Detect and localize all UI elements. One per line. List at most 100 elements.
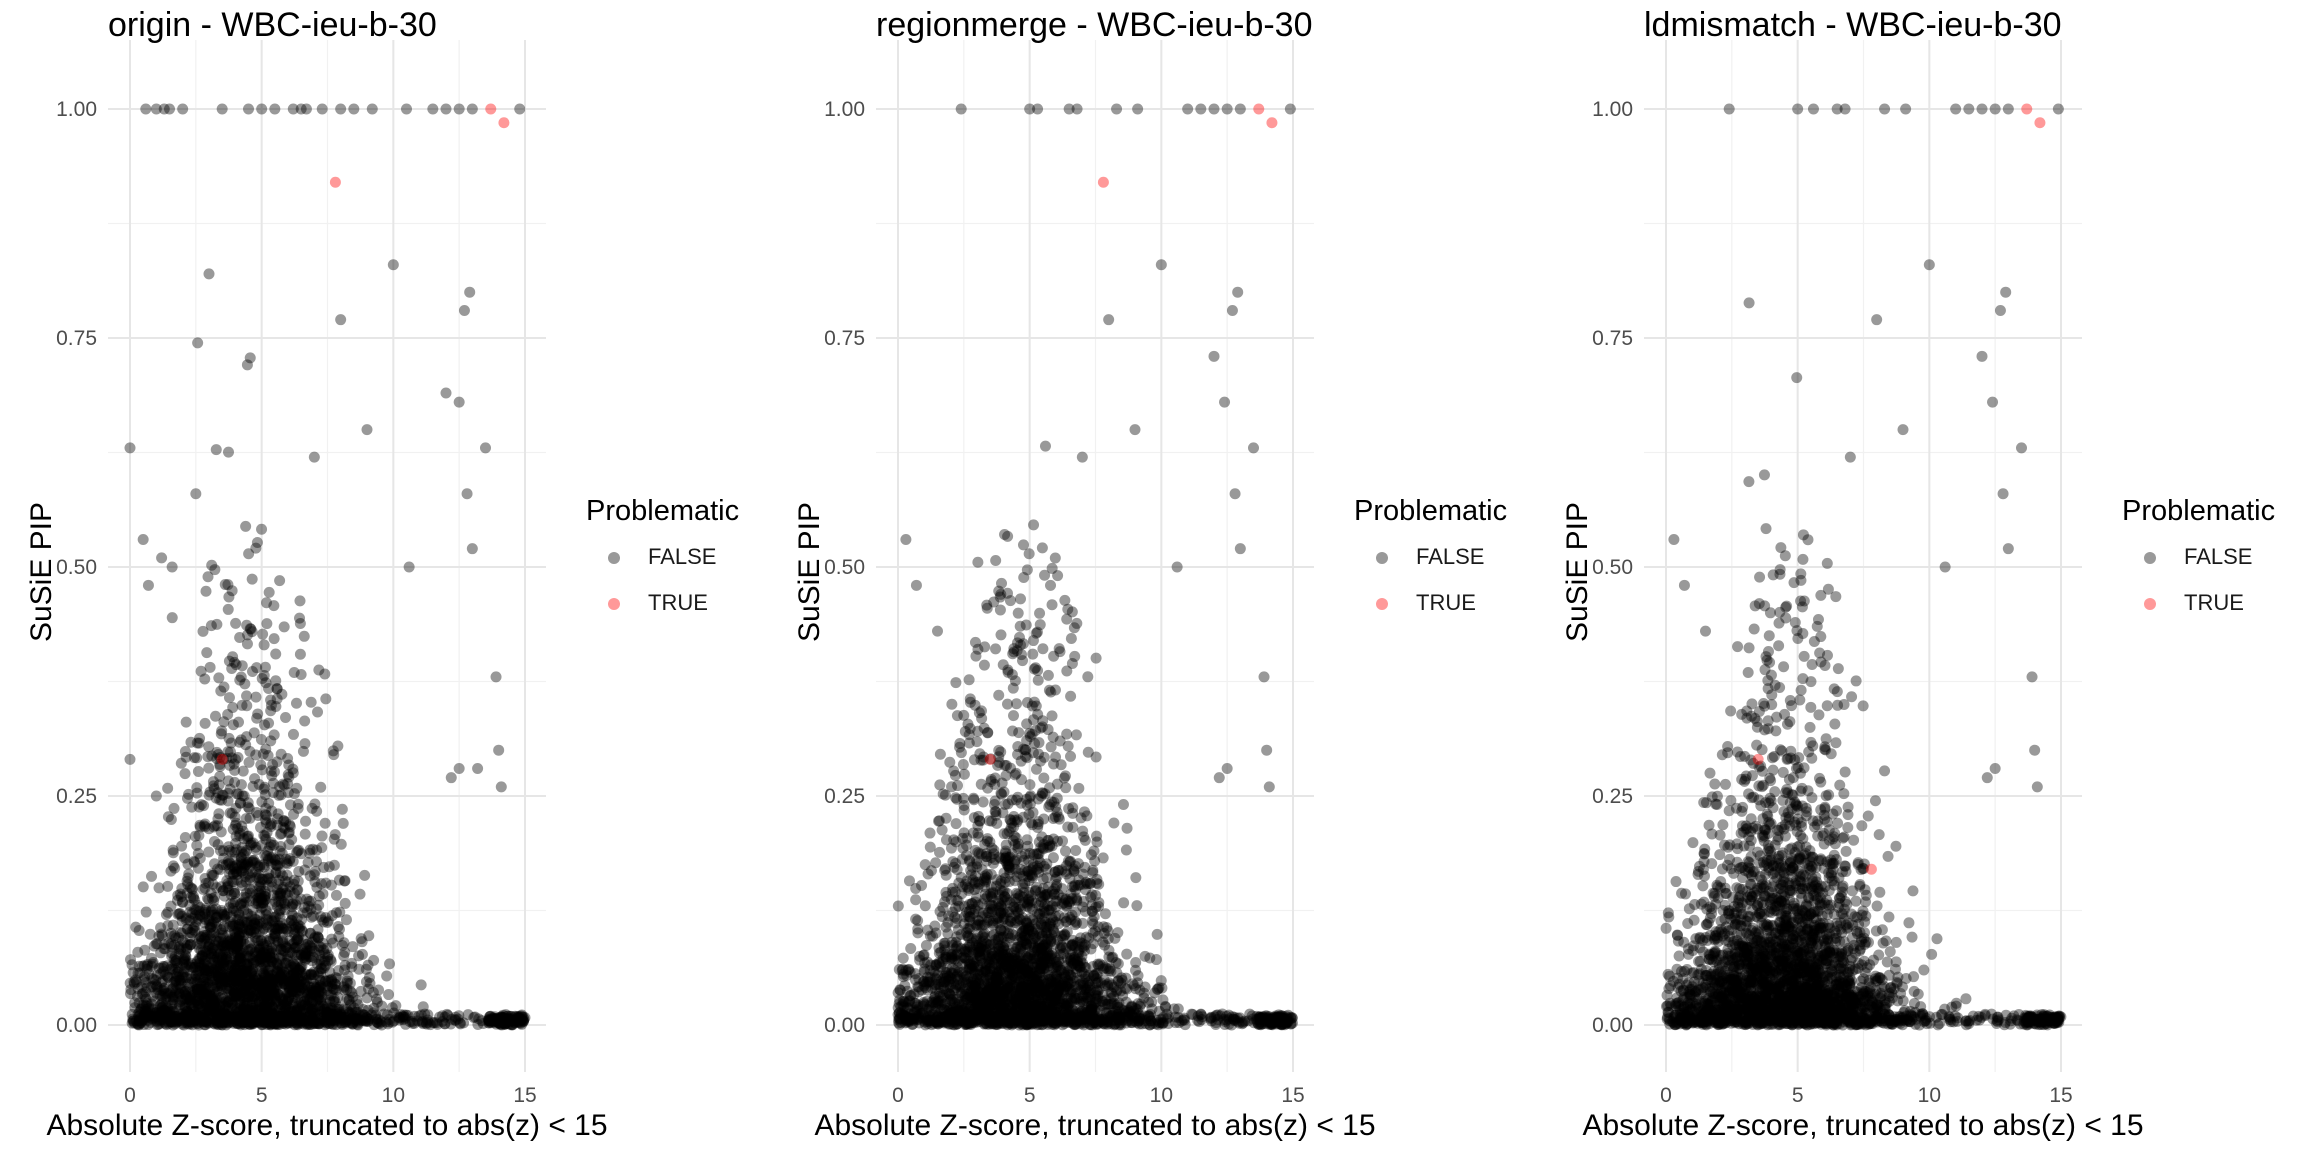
data-point [327, 983, 339, 995]
data-point [293, 844, 305, 856]
data-point [251, 662, 263, 674]
data-point [142, 1003, 154, 1015]
data-point [277, 778, 289, 790]
data-point [227, 1015, 239, 1027]
data-point [323, 861, 335, 873]
data-point [233, 914, 245, 926]
data-point [250, 841, 262, 853]
data-point [129, 997, 141, 1009]
data-point [261, 913, 273, 925]
data-point [250, 897, 262, 909]
data-point [277, 993, 289, 1005]
data-point [248, 917, 260, 929]
data-point [241, 917, 253, 929]
data-point [167, 977, 179, 989]
data-point [194, 821, 206, 833]
data-point [328, 749, 340, 761]
data-point [270, 940, 282, 952]
data-point [458, 305, 470, 317]
data-point [249, 917, 261, 929]
data-point [260, 909, 272, 921]
data-point [296, 925, 308, 937]
data-point [267, 976, 279, 988]
data-point [292, 1001, 304, 1013]
data-point [281, 953, 293, 965]
data-point [127, 967, 139, 979]
data-point [185, 986, 197, 998]
data-point [177, 969, 189, 981]
data-point [214, 794, 226, 806]
data-point [230, 991, 242, 1003]
data-point [207, 1017, 219, 1029]
data-point [233, 930, 245, 942]
data-point [152, 984, 164, 996]
data-point [260, 888, 272, 900]
data-point [275, 998, 287, 1010]
data-point [314, 955, 326, 967]
data-point [283, 1016, 295, 1028]
data-point [260, 833, 272, 845]
data-point [147, 990, 159, 1002]
data-point [203, 1017, 215, 1029]
data-point [235, 852, 247, 864]
data-point [247, 837, 259, 849]
data-point [295, 967, 307, 979]
data-point [326, 933, 338, 945]
data-point [231, 1013, 243, 1025]
data-point [227, 999, 239, 1011]
data-point [993, 689, 1005, 701]
data-point [215, 826, 227, 838]
data-point [203, 762, 215, 774]
data-point [362, 959, 374, 971]
data-point [1117, 799, 1129, 811]
data-point [198, 820, 210, 832]
data-point [184, 994, 196, 1006]
data-point [267, 1008, 279, 1020]
data-point [308, 1017, 320, 1029]
data-point [304, 870, 316, 882]
data-point [255, 949, 267, 961]
data-point [155, 922, 167, 934]
data-point [233, 907, 245, 919]
data-point [168, 1016, 180, 1028]
data-point [208, 927, 220, 939]
data-point [260, 1014, 272, 1026]
data-point [265, 945, 277, 957]
data-point [242, 1005, 254, 1017]
data-point [905, 943, 917, 955]
data-point [162, 1013, 174, 1025]
data-point [257, 628, 269, 640]
data-point [260, 939, 272, 951]
data-point [257, 984, 269, 996]
data-point [278, 926, 290, 938]
data-point [372, 1017, 384, 1029]
data-point [258, 859, 270, 871]
data-point [287, 961, 299, 973]
data-point [179, 768, 191, 780]
data-point [322, 989, 334, 1001]
data-point [346, 957, 358, 969]
data-point [210, 974, 222, 986]
data-point [195, 984, 207, 996]
data-point [156, 998, 168, 1010]
data-point [228, 863, 240, 875]
data-point [213, 935, 225, 947]
data-point [433, 1011, 445, 1023]
data-point [319, 955, 331, 967]
data-point [337, 817, 349, 829]
data-point [181, 792, 193, 804]
data-point [231, 974, 243, 986]
data-point [219, 945, 231, 957]
data-point [248, 991, 260, 1003]
data-point [272, 1011, 284, 1023]
data-point [270, 701, 282, 713]
data-point [269, 1013, 281, 1025]
data-point [188, 962, 200, 974]
data-point [359, 1014, 371, 1026]
data-point [241, 952, 253, 964]
data-point [357, 1009, 369, 1021]
data-point [321, 1006, 333, 1018]
data-point [291, 977, 303, 989]
data-point [154, 1009, 166, 1021]
data-point [124, 988, 136, 1000]
